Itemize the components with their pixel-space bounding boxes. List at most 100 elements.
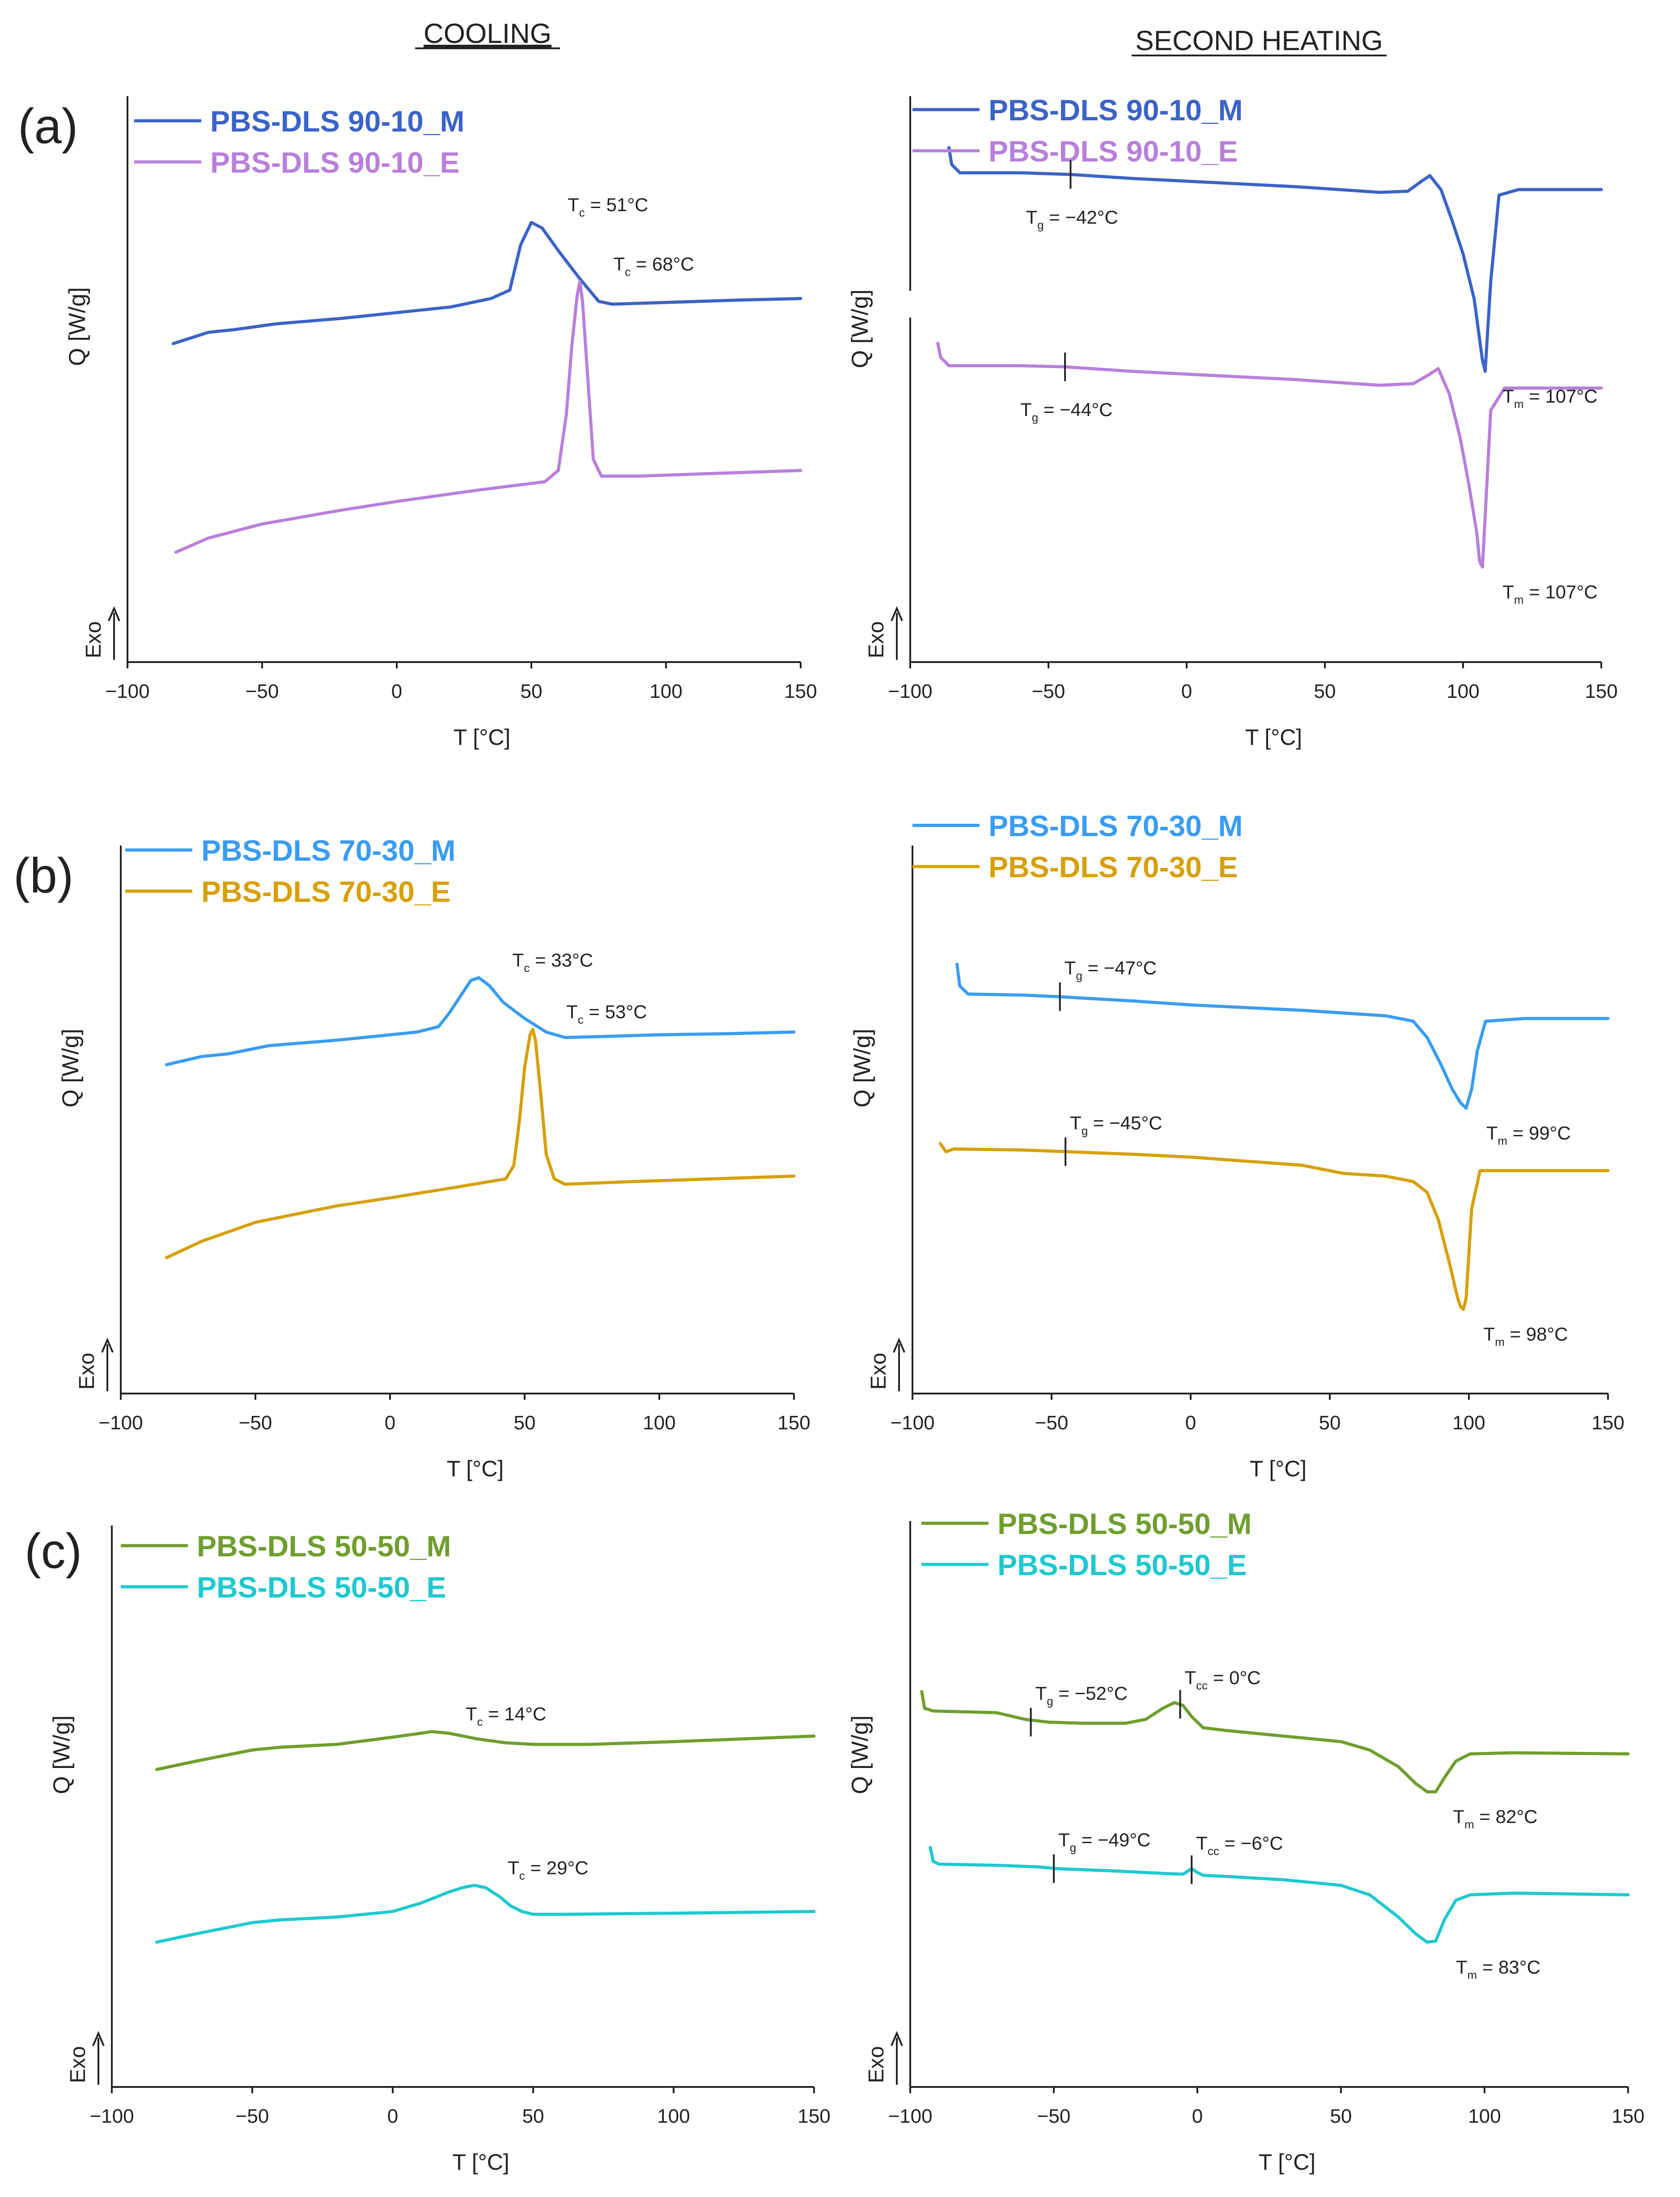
- charts-layer: −100 −50 0 50 100 150 T [°C] Q [W/g] Exo PBS-DLS …: [49, 93, 1645, 2175]
- series-line-pbs-dls-70-30-e: [165, 1028, 796, 1259]
- legend-label-pbs-dls-90-10-e: PBS-DLS 90-10_E: [988, 135, 1238, 168]
- x-tick-label: −100: [98, 1412, 143, 1434]
- exo-arrow-head-icon: [101, 1337, 114, 1353]
- series-line-pbs-dls-50-50-e: [929, 1846, 1630, 1944]
- x-tick-label: −100: [890, 1412, 934, 1434]
- x-tick-label: 100: [657, 2105, 690, 2127]
- annotation-tg-47-c: Tg = −47°C: [1065, 957, 1157, 982]
- x-tick-label: 0: [387, 2105, 398, 2127]
- x-tick-label: 0: [385, 1412, 395, 1434]
- annotation-tg-45-c: Tg = −45°C: [1070, 1112, 1162, 1137]
- x-axis-label: T [°C]: [1250, 1456, 1307, 1481]
- x-tick-label: 50: [522, 2105, 544, 2127]
- x-tick-label: 100: [649, 680, 682, 702]
- annotation-tcc-0-c: Tcc = 0°C: [1184, 1667, 1260, 1692]
- annotation-tc-53-c: Tc = 53°C: [566, 1001, 647, 1026]
- x-tick-label: 100: [1447, 680, 1479, 702]
- annotation-tg-42-c: Tg = −42°C: [1026, 207, 1118, 232]
- x-tick-label: −100: [888, 2105, 932, 2127]
- x-tick-label: 50: [514, 1412, 536, 1434]
- annotation-tm-83-c: Tm = 83°C: [1456, 1956, 1540, 1981]
- x-axis-label: T [°C]: [454, 725, 510, 750]
- y-axis-label: Q [W/g]: [849, 1028, 875, 1107]
- series-line-pbs-dls-70-30-e: [938, 1142, 1610, 1311]
- exo-label: Exo: [867, 1353, 891, 1390]
- x-tick-label: 100: [1452, 1412, 1485, 1434]
- annotation-tc-14-c: Tc = 14°C: [466, 1704, 546, 1729]
- x-tick-label: 150: [1612, 2105, 1644, 2127]
- x-axis-label: T [°C]: [1245, 725, 1302, 750]
- exo-label: Exo: [865, 2046, 888, 2083]
- legend-label-pbs-dls-70-30-e: PBS-DLS 70-30_E: [201, 875, 451, 908]
- series-line-pbs-dls-90-10-m: [171, 221, 802, 345]
- series-line-pbs-dls-90-10-e: [936, 342, 1603, 569]
- x-tick-label: −50: [1035, 1412, 1069, 1434]
- x-axis-label: T [°C]: [1259, 2150, 1315, 2175]
- x-tick-label: 0: [1185, 1412, 1196, 1434]
- x-tick-label: 150: [1585, 680, 1617, 702]
- series-line-pbs-dls-50-50-m: [920, 1690, 1630, 1793]
- annotation-tm-107-c: Tm = 107°C: [1502, 386, 1597, 411]
- legend-label-pbs-dls-90-10-e: PBS-DLS 90-10_E: [210, 146, 460, 179]
- annotation-tc-68-c: Tc = 68°C: [613, 254, 694, 279]
- x-tick-label: 50: [1319, 1412, 1341, 1434]
- exo-label: Exo: [75, 1353, 99, 1390]
- x-tick-label: 50: [1314, 680, 1336, 702]
- panel-label-a: (a): [18, 99, 78, 154]
- annotation-tc-51-c: Tc = 51°C: [568, 194, 648, 219]
- exo-arrow-head-icon: [92, 2031, 105, 2046]
- chart-b-cooling: −100 −50 0 50 100 150 T [°C] Q [W/g] Exo PBS-DLS …: [58, 834, 810, 1481]
- x-tick-label: 50: [521, 680, 543, 702]
- chart-b-second-heating: −100 −50 0 50 100 150 T [°C] Q [W/g] Exo PBS-DLS …: [849, 809, 1625, 1481]
- exo-label: Exo: [66, 2046, 90, 2083]
- x-tick-label: 100: [643, 1412, 675, 1434]
- y-axis-label: Q [W/g]: [847, 1715, 873, 1794]
- annotation-tg-52-c: Tg = −52°C: [1035, 1683, 1128, 1708]
- chart-a-second-heating: −100 −50 0 50 100 150 T [°C] Q [W/g] Exo PBS-DLS …: [847, 93, 1618, 750]
- x-tick-label: 100: [1468, 2105, 1501, 2127]
- series-line-pbs-dls-90-10-e: [174, 280, 802, 554]
- x-tick-label: −50: [246, 680, 279, 702]
- exo-arrow-head-icon: [893, 1337, 905, 1353]
- series-line-pbs-dls-90-10-m: [947, 146, 1603, 373]
- exo-arrow-head-icon: [108, 606, 120, 621]
- annotation-tm-82-c: Tm = 82°C: [1453, 1806, 1537, 1831]
- legend-label-pbs-dls-50-50-m: PBS-DLS 50-50_M: [997, 1507, 1252, 1540]
- x-tick-label: 150: [798, 2105, 830, 2127]
- exo-label: Exo: [865, 621, 888, 659]
- x-tick-label: −100: [89, 2105, 134, 2127]
- x-tick-label: −50: [1032, 680, 1065, 702]
- x-tick-label: −50: [1037, 2105, 1071, 2127]
- annotation-tm-98-c: Tm = 98°C: [1484, 1324, 1568, 1349]
- legend-label-pbs-dls-50-50-m: PBS-DLS 50-50_M: [197, 1530, 451, 1563]
- x-tick-label: 150: [1591, 1412, 1624, 1434]
- chart-c-second-heating: −100 −50 0 50 100 150 T [°C] Q [W/g] Exo PBS-DLS …: [847, 1507, 1645, 2175]
- y-axis-label: Q [W/g]: [58, 1028, 84, 1107]
- x-tick-label: 50: [1330, 2105, 1352, 2127]
- x-tick-label: 150: [777, 1412, 810, 1434]
- chart-a-cooling: −100 −50 0 50 100 150 T [°C] Q [W/g] Exo PBS-DLS …: [64, 96, 817, 750]
- annotation-tg-49-c: Tg = −49°C: [1058, 1829, 1150, 1854]
- annotation-tg-44-c: Tg = −44°C: [1020, 399, 1112, 424]
- exo-arrow-head-icon: [891, 606, 903, 621]
- annotation-tcc-6-c: Tcc = −6°C: [1196, 1832, 1283, 1857]
- y-axis-label: Q [W/g]: [64, 287, 90, 366]
- legend-label-pbs-dls-90-10-m: PBS-DLS 90-10_M: [210, 105, 465, 138]
- x-tick-label: −100: [888, 680, 932, 702]
- legend-label-pbs-dls-50-50-e: PBS-DLS 50-50_E: [197, 1571, 446, 1604]
- chart-c-cooling: −100 −50 0 50 100 150 T [°C] Q [W/g] Exo PBS-DLS …: [49, 1526, 831, 2175]
- x-axis-label: T [°C]: [452, 2150, 509, 2175]
- column-header-second-heating: SECOND HEATING: [1135, 25, 1383, 56]
- x-tick-label: 0: [1192, 2105, 1203, 2127]
- annotation-tm-107-c: Tm = 107°C: [1502, 582, 1597, 607]
- legend-label-pbs-dls-90-10-m: PBS-DLS 90-10_M: [988, 93, 1243, 127]
- x-tick-label: 0: [1181, 680, 1192, 702]
- y-axis-label: Q [W/g]: [847, 289, 873, 368]
- series-line-pbs-dls-70-30-m: [165, 976, 796, 1067]
- annotation-tc-33-c: Tc = 33°C: [513, 950, 593, 975]
- x-axis-label: T [°C]: [447, 1456, 504, 1481]
- legend-label-pbs-dls-70-30-m: PBS-DLS 70-30_M: [988, 809, 1243, 842]
- annotation-tc-29-c: Tc = 29°C: [508, 1857, 588, 1882]
- annotation-tm-99-c: Tm = 99°C: [1486, 1122, 1571, 1147]
